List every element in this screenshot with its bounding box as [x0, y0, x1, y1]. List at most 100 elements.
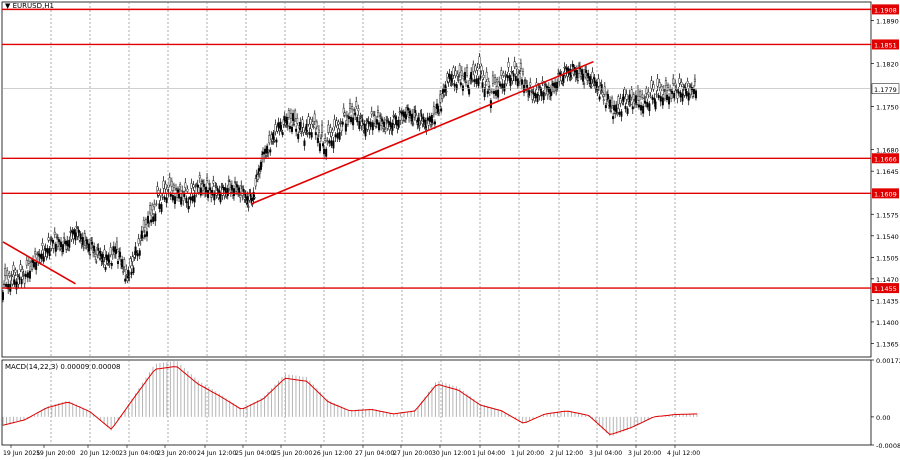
candle-body-27-5	[286, 125, 289, 127]
candle-body-57-1	[593, 77, 596, 83]
candle-body-63-9	[663, 91, 666, 100]
price-tick-label-9: 1.1435	[876, 297, 899, 305]
candle-body-3-2	[35, 262, 38, 270]
candle-body-30-6	[318, 143, 321, 152]
time-tick-label-6: 25 Jun 04:00	[235, 450, 274, 457]
candle-body-30-5	[317, 129, 320, 133]
candle-body-31-0	[323, 148, 326, 155]
candle-body-1-7	[19, 264, 22, 270]
candle-body-16-2	[169, 193, 172, 197]
macd-signal-line	[2, 366, 698, 435]
candle-body-51-6	[536, 94, 539, 102]
candle-body-1-4	[16, 274, 19, 276]
candle-body-65-4	[679, 92, 682, 98]
candle-body-46-3	[481, 82, 484, 88]
candle-body-52-5	[545, 85, 548, 89]
level-box-3	[872, 188, 899, 199]
candle-body-31-1	[324, 138, 327, 141]
candle-body-39-6	[412, 123, 415, 125]
candle-body-10-5	[110, 262, 113, 266]
level-label-4: 1.1455	[874, 285, 897, 293]
candle-body-31-4	[327, 124, 330, 133]
candle-body-49-6	[515, 66, 518, 70]
candle-body-18-1	[189, 197, 192, 201]
candle-body-9-9	[104, 266, 107, 270]
level-label-2: 1.1666	[874, 155, 897, 163]
candle-body-55-5	[576, 79, 579, 82]
trendline-0[interactable]	[2, 241, 76, 285]
candle-body-13-0	[136, 253, 139, 257]
time-tick-label-16: 3 Jul 20:00	[628, 450, 661, 457]
candle-body-6-0	[64, 241, 67, 244]
candle-body-65-7	[682, 86, 685, 88]
trendline-1[interactable]	[251, 60, 594, 205]
candle-body-22-9	[239, 194, 242, 198]
candle-body-17-6	[184, 182, 187, 189]
candle-body-37-0	[385, 119, 388, 121]
candle-body-47-4	[492, 91, 495, 94]
candle-body-48-4	[503, 83, 506, 92]
candle-body-57-6	[598, 96, 601, 100]
candle-body-63-2	[656, 78, 659, 87]
candle-body-28-1	[293, 123, 296, 126]
candle-body-26-4	[275, 139, 278, 143]
candle-body-7-1	[75, 226, 78, 228]
candle-body-63-1	[655, 93, 658, 95]
candle-body-15-1	[158, 203, 161, 209]
candle-body-62-0	[644, 100, 647, 104]
time-tick-label-2: 20 Jun 12:00	[80, 450, 119, 457]
candle-body-26-3	[274, 124, 277, 133]
candle-body-13-9	[145, 231, 148, 237]
candle-body-61-6	[640, 105, 643, 111]
candle-body-9-4	[99, 250, 102, 257]
candle-body-8-3	[87, 243, 90, 252]
candle-body-21-0	[219, 194, 222, 203]
candle-body-58-0	[602, 99, 605, 101]
candle-body-0-6	[8, 273, 11, 276]
candle-body-19-2	[200, 180, 203, 183]
candle-body-45-0	[468, 89, 471, 95]
candle-body-13-2	[138, 250, 141, 256]
time-tick-label-13: 1 Jul 20:00	[511, 450, 544, 457]
candle-body-40-8	[424, 119, 427, 128]
candle-body-23-0	[240, 185, 243, 187]
time-tick-label-3: 23 Jun 04:00	[119, 450, 158, 457]
candle-body-60-5	[628, 94, 631, 103]
candle-body-50-4	[524, 79, 527, 81]
candle-body-13-8	[144, 219, 147, 225]
price-tick-label-1: 1.1820	[876, 61, 899, 69]
candle-body-5-2	[55, 236, 58, 239]
candle-body-23-7	[247, 206, 250, 208]
candle-body-4-3	[46, 248, 49, 254]
candle-body-35-6	[370, 111, 373, 115]
price-tick-label-4: 1.1645	[876, 168, 899, 176]
candle-body-42-3	[440, 108, 443, 112]
time-tick-label-1: 19 Jun 20:00	[36, 450, 75, 457]
candle-body-35-8	[372, 114, 375, 116]
candle-body-33-2	[345, 115, 348, 117]
candle-body-35-3	[367, 121, 370, 125]
candle-body-61-9	[643, 97, 646, 99]
candle-body-32-3	[336, 133, 339, 139]
candle-body-48-8	[507, 62, 510, 68]
candle-body-41-0	[426, 117, 429, 121]
candle-body-17-8	[186, 188, 189, 192]
candle-body-51-4	[534, 92, 537, 99]
macd-panel-frame	[1, 359, 872, 446]
candle-body-58-8	[611, 97, 614, 106]
candle-body-60-0	[623, 89, 626, 97]
candle-body-0-0	[2, 292, 5, 300]
candle-body-29-9	[311, 121, 314, 125]
candle-body-22-1	[230, 185, 233, 191]
candle-body-47-3	[491, 75, 494, 84]
candle-body-49-5	[514, 75, 517, 82]
candle-body-25-7	[268, 135, 271, 144]
candle-body-17-5	[183, 194, 186, 197]
candle-body-32-8	[341, 121, 344, 125]
candle-body-28-4	[296, 118, 299, 124]
candle-body-10-0	[105, 254, 108, 260]
candle-body-9-6	[101, 254, 104, 262]
candle-body-11-7	[123, 259, 126, 268]
candle-body-14-8	[155, 203, 158, 205]
